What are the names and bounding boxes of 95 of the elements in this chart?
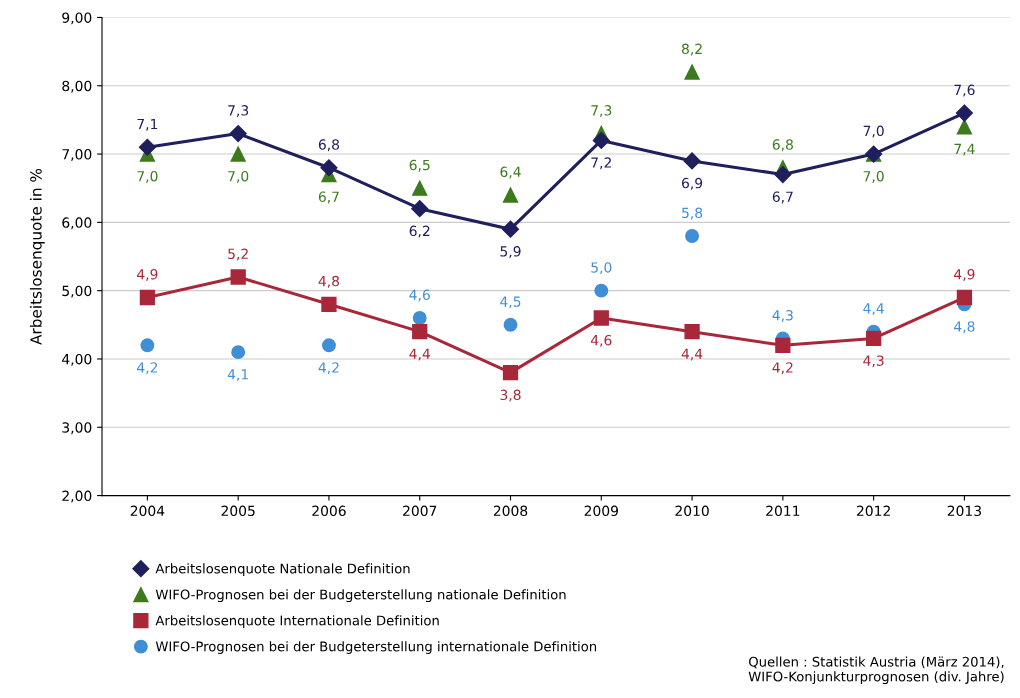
data-label: 5,9 <box>500 246 521 259</box>
data-label: 4,5 <box>500 296 521 309</box>
data-label: 7,0 <box>137 170 158 183</box>
y-tick-label: 5,00 <box>62 285 92 298</box>
point <box>138 138 156 156</box>
point <box>231 345 246 360</box>
point <box>412 311 427 325</box>
data-label: 4,6 <box>409 289 430 302</box>
data-label: 4,9 <box>954 269 975 281</box>
data-label: 7,1 <box>137 118 158 131</box>
point <box>230 269 246 285</box>
point <box>593 310 609 326</box>
point <box>775 337 791 353</box>
point <box>865 330 882 347</box>
data-label: 4,6 <box>590 334 612 347</box>
x-tick-label: 2009 <box>584 505 618 517</box>
point <box>139 289 156 306</box>
y-axis-title: Arbeitslosenquote in % <box>29 168 45 345</box>
data-label: 6,4 <box>500 166 521 179</box>
data-label: 7,0 <box>863 125 884 138</box>
data-label: 8,2 <box>681 43 702 56</box>
x-tick-label: 2004 <box>130 505 165 517</box>
data-label: 4,3 <box>772 310 793 322</box>
data-label: 6,8 <box>318 139 340 152</box>
data-label: 5,2 <box>228 248 248 261</box>
point <box>412 324 428 340</box>
point <box>503 317 518 332</box>
x-tick-label: 2010 <box>675 505 709 517</box>
point <box>955 104 973 122</box>
point <box>502 187 519 203</box>
x-tick-label: 2011 <box>766 505 800 517</box>
point <box>774 165 792 184</box>
x-tick-label: 2007 <box>403 505 437 517</box>
data-label: 6,7 <box>318 191 339 204</box>
data-label: 6,2 <box>409 225 430 238</box>
data-label: 4,2 <box>137 362 158 375</box>
data-label: 4,1 <box>227 369 248 381</box>
legend-label: WIFO-Prognosen bei der Budgeterstellung internationale Definition <box>155 641 597 654</box>
y-tick-label: 9,00 <box>62 12 92 25</box>
point <box>321 296 337 312</box>
legend-label: Arbeitslosenquote Internationale Definition <box>155 615 439 628</box>
x-tick-label: 2013 <box>947 505 981 517</box>
point <box>501 220 520 238</box>
y-tick-label: 4,00 <box>62 353 92 366</box>
data-label: 6,7 <box>772 191 793 204</box>
point <box>230 146 246 162</box>
point <box>685 229 700 243</box>
data-label: 7,3 <box>591 105 612 118</box>
y-tick-label: 3,00 <box>62 422 92 435</box>
legend-label: Arbeitslosenquote Nationale Definition <box>155 563 410 577</box>
x-tick-label: 2012 <box>856 505 890 517</box>
data-label: 4,2 <box>772 362 793 375</box>
data-label: 4,8 <box>318 275 340 288</box>
data-label: 7,0 <box>863 170 884 183</box>
point <box>412 180 428 196</box>
point <box>956 289 973 306</box>
point <box>684 64 700 80</box>
data-label: 4,4 <box>863 303 884 316</box>
data-label: 5,8 <box>682 207 703 220</box>
data-label: 6,9 <box>682 177 703 190</box>
data-label: 3,8 <box>500 389 521 402</box>
data-label: 6,8 <box>772 139 793 152</box>
data-label: 4,8 <box>954 321 975 334</box>
point <box>683 152 701 170</box>
y-tick-label: 6,00 <box>62 217 92 230</box>
point <box>140 338 155 353</box>
x-tick-label: 2005 <box>221 505 255 517</box>
data-label: 4,2 <box>318 362 339 375</box>
point <box>592 131 610 149</box>
data-label: 7,6 <box>954 84 975 97</box>
point <box>956 119 973 135</box>
point <box>502 364 519 381</box>
data-label: 4,4 <box>409 348 430 361</box>
point <box>229 125 247 143</box>
data-label: 5,0 <box>591 262 612 275</box>
point <box>684 324 700 340</box>
data-label: 4,4 <box>681 348 703 361</box>
point <box>411 200 429 218</box>
y-tick-label: 2,00 <box>62 490 92 503</box>
y-tick-label: 7,00 <box>62 149 92 161</box>
data-label: 4,3 <box>863 355 884 368</box>
point <box>320 159 338 177</box>
x-tick-label: 2008 <box>493 505 528 517</box>
point <box>322 338 336 353</box>
x-tick-label: 2006 <box>312 505 346 517</box>
data-label: 7,4 <box>954 143 975 156</box>
point <box>594 283 609 298</box>
source-note: Quellen : Statistik Austria (März 2014), WIFO-Konjunkturprognosen (div. Jahre) <box>748 656 1004 685</box>
data-label: 7,2 <box>591 157 611 170</box>
y-tick-label: 8,00 <box>62 80 92 93</box>
data-label: 6,5 <box>409 159 430 172</box>
data-label: 4,9 <box>137 269 158 281</box>
data-label: 7,0 <box>228 170 249 183</box>
legend-label: WIFO-Prognosen bei der Budgeterstellung nationale Definition <box>155 589 566 603</box>
data-label: 7,3 <box>228 105 249 118</box>
